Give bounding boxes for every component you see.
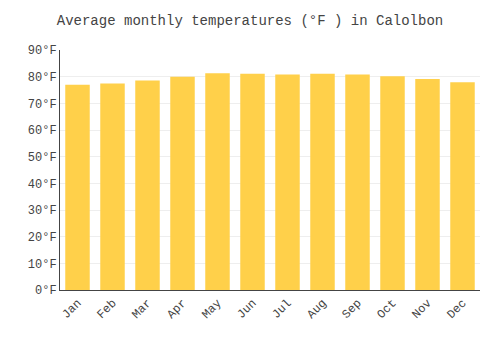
svg-text:Mar: Mar	[129, 297, 154, 322]
svg-text:Jan: Jan	[59, 297, 84, 322]
svg-text:80°F: 80°F	[28, 71, 57, 85]
svg-text:90°F: 90°F	[28, 44, 57, 58]
svg-text:30°F: 30°F	[28, 204, 57, 218]
svg-text:50°F: 50°F	[28, 151, 57, 165]
svg-text:40°F: 40°F	[28, 178, 57, 192]
svg-text:Average monthly temperatures (: Average monthly temperatures (°F ) in Ca…	[57, 13, 443, 29]
svg-text:Sep: Sep	[339, 297, 364, 322]
svg-text:Jun: Jun	[234, 297, 259, 322]
svg-text:Apr: Apr	[164, 297, 189, 322]
svg-text:Feb: Feb	[94, 297, 119, 322]
svg-text:10°F: 10°F	[28, 258, 57, 272]
svg-text:May: May	[199, 297, 224, 322]
svg-text:0°F: 0°F	[35, 284, 57, 298]
svg-text:60°F: 60°F	[28, 124, 57, 138]
svg-text:70°F: 70°F	[28, 98, 57, 112]
svg-text:20°F: 20°F	[28, 231, 57, 245]
svg-text:Aug: Aug	[304, 297, 329, 322]
svg-text:Nov: Nov	[409, 297, 434, 322]
svg-text:Oct: Oct	[374, 297, 399, 322]
svg-text:Dec: Dec	[444, 297, 469, 322]
svg-text:Jul: Jul	[269, 297, 294, 322]
